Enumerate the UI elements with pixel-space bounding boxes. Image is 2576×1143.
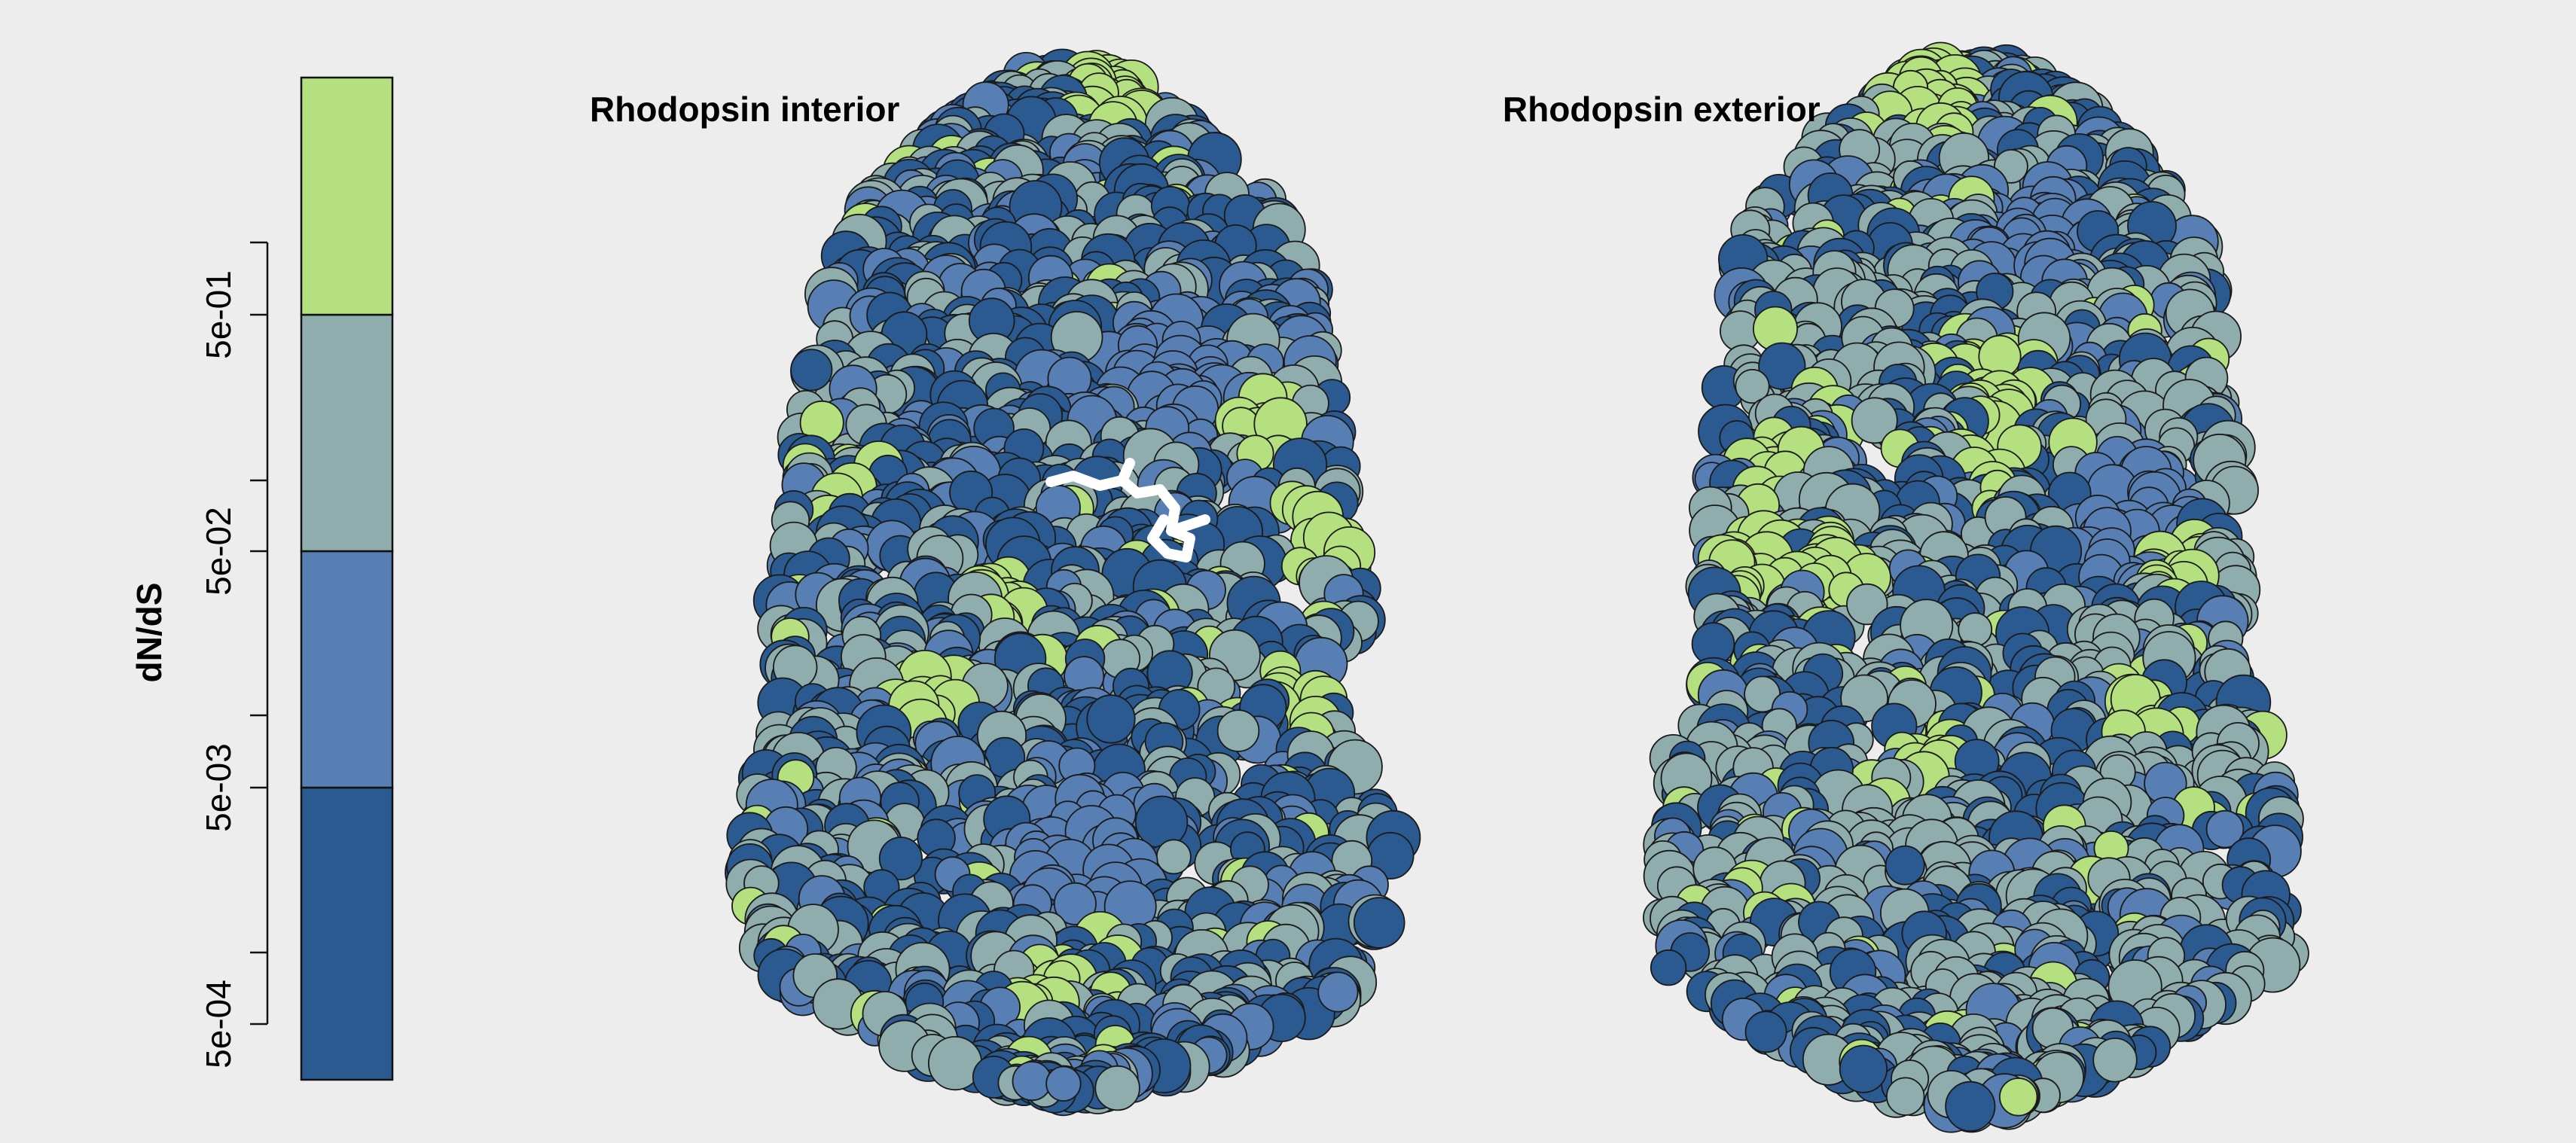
residue-atom [1650,949,1687,986]
residue-atom [1216,709,1260,752]
colorbar-bin [300,550,394,789]
residue-atom [1945,1081,1996,1132]
rhodopsin-interior-structure [725,48,1421,1117]
residue-atom [790,349,833,392]
colorbar-bin [300,786,394,1081]
colorbar-tick-label: 5e-02 [199,507,238,596]
colorbar-tick-label: 5e-01 [199,270,238,359]
interior-panel-title: Rhodopsin interior [590,90,900,129]
residue-atom [1012,1061,1052,1102]
dnds-colorbar [300,76,394,1081]
residue-atom [1086,694,1136,744]
residue-atom [1885,845,1925,885]
residue-atom [1353,897,1406,949]
exterior-panel-title: Rhodopsin exterior [1503,90,1821,129]
colorbar-axis-title: dN/dS [130,582,169,683]
residue-atom [1839,1044,1888,1093]
colorbar-bin [300,313,394,553]
rhodopsin-exterior-structure [1642,41,2309,1133]
colorbar-bin [300,76,394,316]
residue-atom [1094,1065,1140,1111]
residue-atom [1053,882,1097,925]
colorbar-tick-label: 5e-03 [199,743,238,832]
colorbar-axis [250,241,269,1026]
colorbar-tick-label: 5e-04 [199,980,238,1068]
residue-atom [1735,368,1770,404]
residue-atom [1744,1010,1787,1053]
residue-atom [878,837,923,881]
residue-atom [2092,1038,2138,1083]
retinal-ligand-icon [1045,458,1210,562]
residue-atom [1998,1077,2038,1117]
residue-atom [1045,1065,1082,1102]
residue-atom [1851,397,1898,444]
residue-atom [1885,1077,1925,1116]
residue-atom [1317,971,1359,1013]
residue-atom [1758,342,1806,390]
